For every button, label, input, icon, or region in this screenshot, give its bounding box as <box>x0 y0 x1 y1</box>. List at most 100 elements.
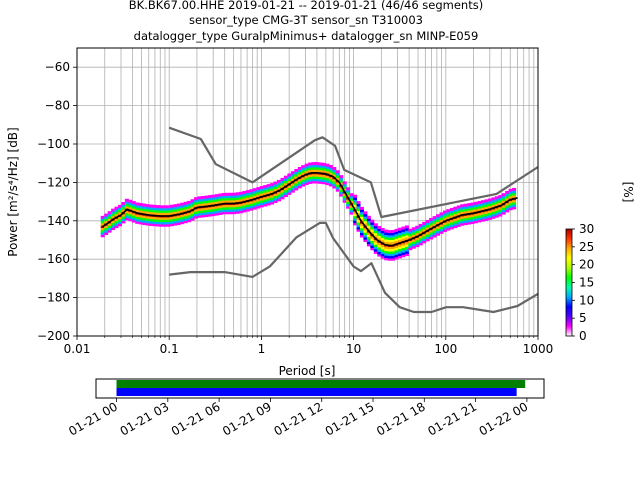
density-cell <box>138 202 143 206</box>
density-cell <box>204 214 209 218</box>
x-tick-label: 1000 <box>523 342 554 356</box>
density-cell <box>166 207 171 211</box>
ppsd-plot: 0.01 0.1 1 10 100 1000 −200 −180 −160 −140 −120 −1… <box>6 47 554 378</box>
density-cell <box>159 212 164 216</box>
density-cell <box>266 195 271 199</box>
density-cell <box>273 181 278 185</box>
density-cell <box>228 208 233 212</box>
timeline-bars <box>116 380 526 396</box>
density-cell <box>484 199 489 203</box>
density-cell <box>135 207 140 211</box>
y-tick-label: −60 <box>45 60 70 74</box>
density-cell <box>356 203 361 207</box>
density-cell <box>159 223 164 227</box>
density-cell <box>384 257 389 261</box>
density-cell <box>384 236 389 240</box>
density-cell <box>100 220 105 224</box>
density-cell <box>111 220 116 224</box>
density-cell <box>162 216 167 220</box>
density-cell <box>225 208 230 212</box>
density-cell <box>152 216 157 220</box>
density-cell <box>311 175 316 179</box>
density-cell <box>377 242 382 246</box>
density-cell <box>315 175 320 179</box>
density-cell <box>235 199 240 203</box>
density-cell <box>456 210 461 214</box>
density-cell <box>131 217 136 221</box>
density-cell <box>401 238 406 242</box>
density-cell <box>512 204 517 208</box>
density-cell <box>373 248 378 252</box>
density-cell <box>183 206 188 210</box>
density-cell <box>277 191 282 195</box>
density-cell <box>321 165 326 169</box>
density-cell <box>387 230 392 234</box>
density-cell <box>142 210 147 214</box>
density-cell <box>505 209 510 213</box>
density-cell <box>228 195 233 199</box>
density-cell <box>356 205 361 209</box>
density-cell <box>408 233 413 237</box>
density-cell <box>508 204 513 208</box>
density-cell <box>432 216 437 220</box>
density-cell <box>211 201 216 205</box>
density-cell <box>228 211 233 215</box>
density-cell <box>339 182 344 186</box>
density-cell <box>363 229 368 233</box>
density-cell <box>332 167 337 171</box>
density-cell <box>263 198 268 202</box>
density-cell <box>415 232 420 236</box>
timeline-tick-label: 01-21 06 <box>169 399 223 438</box>
density-cell <box>287 184 292 188</box>
density-cell <box>359 206 364 210</box>
density-cell <box>432 229 437 233</box>
timeline-tick-label: 01-21 12 <box>271 399 325 438</box>
density-cell <box>387 246 392 250</box>
density-cell <box>394 231 399 235</box>
density-cell <box>315 162 320 166</box>
density-cell <box>328 165 333 169</box>
density-cell <box>266 186 271 190</box>
density-cell <box>356 217 361 221</box>
density-cell <box>114 222 119 226</box>
density-cell <box>207 202 212 206</box>
density-cell <box>380 244 385 248</box>
density-cell <box>270 183 275 187</box>
density-cell <box>159 221 164 225</box>
density-cell <box>180 221 185 225</box>
density-cell <box>480 207 485 211</box>
density-cell <box>145 220 150 224</box>
density-cell <box>111 213 116 217</box>
density-cell <box>228 199 233 203</box>
density-cell <box>494 214 499 218</box>
density-cell <box>318 167 323 171</box>
density-cell <box>425 233 430 237</box>
density-cell <box>245 190 250 194</box>
density-cell <box>505 202 510 206</box>
density-cell <box>346 187 351 191</box>
density-cell <box>422 221 427 225</box>
density-cell <box>107 213 112 217</box>
density-cell <box>111 222 116 226</box>
density-cell <box>176 215 181 219</box>
density-cell <box>491 204 496 208</box>
density-cell <box>332 173 337 177</box>
density-cell <box>256 203 261 207</box>
density-cell <box>187 203 192 207</box>
density-cell <box>180 202 185 206</box>
density-cell <box>508 195 513 199</box>
density-cell <box>176 221 181 225</box>
density-cell <box>377 230 382 234</box>
density-cell <box>460 222 465 226</box>
density-cell <box>169 220 174 224</box>
density-cell <box>436 230 441 234</box>
density-cell <box>225 192 230 196</box>
density-cell <box>332 185 337 189</box>
density-cell <box>287 187 292 191</box>
density-cell <box>197 210 202 214</box>
density-cell <box>342 197 347 201</box>
density-cell <box>273 197 278 201</box>
density-cell <box>308 167 313 171</box>
density-cell <box>156 218 161 222</box>
density-cell <box>104 229 109 233</box>
